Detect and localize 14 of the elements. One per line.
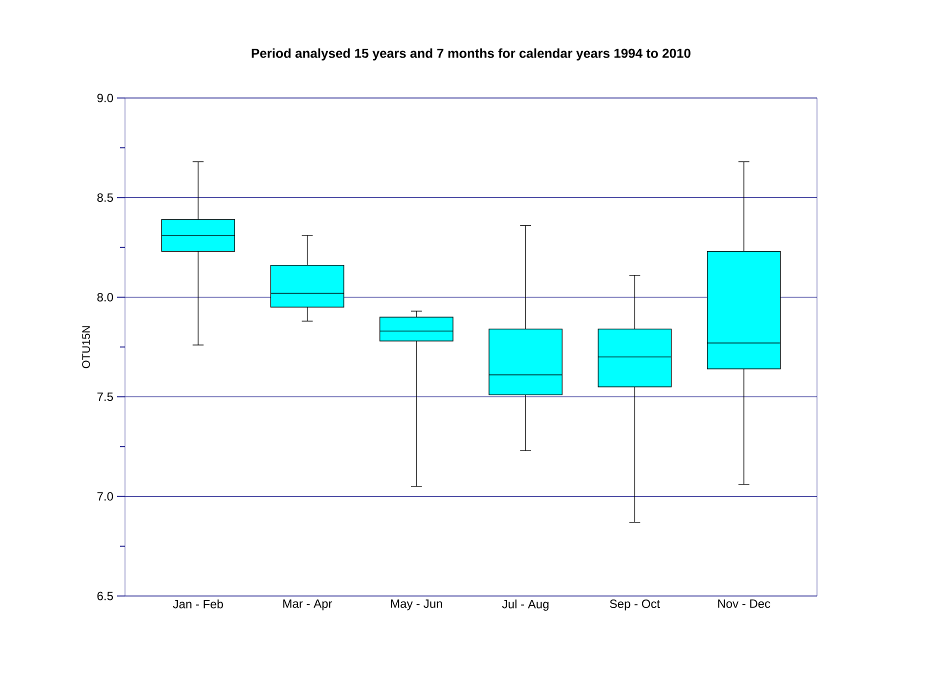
x-tick-label: Sep - Oct	[610, 600, 660, 610]
x-tick-label: Jul - Aug	[502, 600, 548, 611]
y-tick-label: 7.5	[97, 392, 113, 401]
x-tick-label: May - Jun	[391, 600, 442, 610]
chart-title: Period analysed 15 years and 7 months for calendar years 1994 to 2010	[252, 48, 690, 60]
x-tick-label: Nov - Dec	[718, 600, 770, 608]
x-tick-label: Mar - Apr	[283, 600, 332, 610]
y-tick-label: 7.0	[97, 492, 114, 501]
y-tick-label: 8.5	[97, 193, 113, 202]
y-tick-label: 8.0	[97, 292, 114, 302]
y-tick-label: 9.0	[97, 94, 114, 102]
y-axis-title: OTU15N	[82, 326, 90, 368]
y-tick-label: 6.5	[97, 592, 113, 600]
x-tick-label: Jan - Feb	[172, 600, 223, 608]
